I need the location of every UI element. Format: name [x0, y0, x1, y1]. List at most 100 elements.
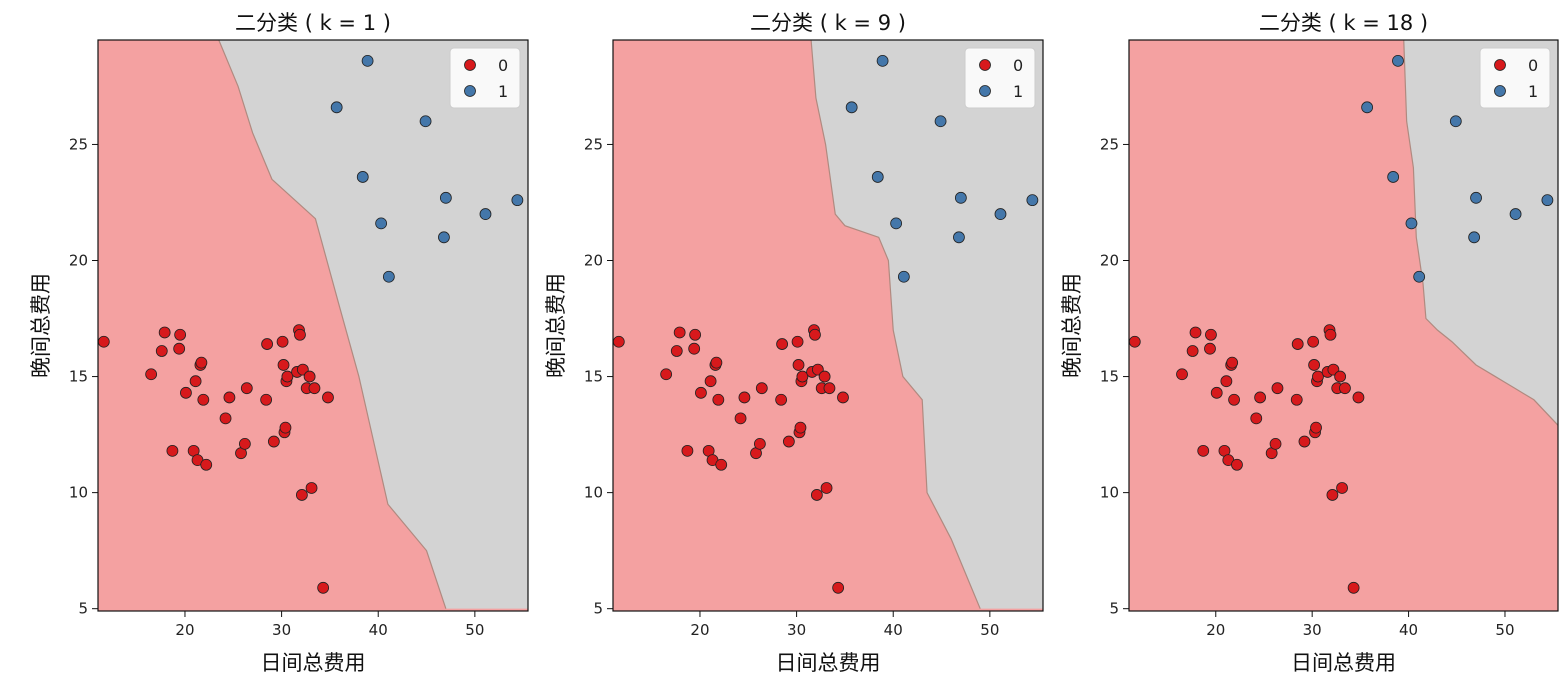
y-tick-label: 25 — [69, 135, 88, 153]
y-axis-label: 晚间总费用 — [544, 273, 568, 378]
y-tick-label: 20 — [584, 252, 603, 270]
scatter-point-class-0 — [792, 359, 805, 371]
scatter-point-class-0 — [97, 335, 110, 348]
scatter-point-class-0 — [782, 435, 795, 448]
x-axis-label: 日间总费用 — [261, 651, 366, 675]
scatter-point-class-1 — [1468, 231, 1481, 244]
scatter-point-class-0 — [689, 328, 702, 341]
scatter-point-class-0 — [1254, 391, 1267, 404]
scatter-point-class-0 — [174, 328, 187, 341]
x-tick-label: 20 — [175, 621, 194, 639]
scatter-point-class-0 — [1204, 342, 1216, 355]
scatter-point-class-0 — [1324, 328, 1337, 341]
legend-marker-class-0 — [979, 59, 991, 71]
scatter-point-class-0 — [267, 435, 280, 448]
scatter-point-class-0 — [704, 375, 717, 388]
x-tick-label: 40 — [369, 621, 388, 639]
scatter-point-class-1 — [361, 54, 374, 67]
scatter-point-class-0 — [673, 326, 686, 339]
scatter-point-class-0 — [1326, 489, 1339, 501]
scatter-point-class-0 — [158, 326, 171, 339]
scatter-point-class-0 — [303, 370, 316, 383]
x-axis-label: 日间总费用 — [1291, 651, 1396, 675]
y-axis-label: 晚间总费用 — [1060, 273, 1084, 378]
x-tick-label: 20 — [1206, 621, 1225, 639]
scatter-point-class-0 — [166, 444, 179, 457]
scatter-point-class-1 — [1509, 208, 1522, 220]
legend-marker-class-0 — [1494, 59, 1506, 71]
legend-box — [964, 47, 1036, 109]
scatter-point-class-0 — [317, 581, 330, 594]
scatter-point-class-0 — [322, 391, 334, 404]
scatter-point-class-1 — [1387, 171, 1400, 183]
scatter-point-class-1 — [438, 231, 450, 244]
scatter-point-class-0 — [755, 382, 768, 395]
scatter-point-class-1 — [1405, 217, 1418, 230]
scatter-point-class-0 — [260, 393, 273, 406]
scatter-point-class-0 — [1347, 581, 1360, 594]
scatter-point-class-0 — [776, 338, 789, 350]
legend-label-class-1: 1 — [1528, 82, 1538, 101]
scatter-point-class-0 — [155, 345, 168, 357]
x-tick-label: 50 — [465, 621, 484, 639]
scatter-point-class-1 — [375, 217, 388, 230]
x-tick-label: 50 — [1495, 621, 1514, 639]
scatter-point-class-0 — [1290, 393, 1303, 406]
scatter-point-class-0 — [810, 489, 823, 501]
chart-title: 二分类 ( k = 18 ) — [1259, 11, 1428, 35]
scatter-point-class-0 — [832, 581, 845, 594]
y-tick-label: 20 — [1100, 252, 1119, 270]
scatter-point-class-0 — [308, 382, 321, 395]
x-tick-label: 40 — [884, 621, 903, 639]
scatter-point-class-0 — [1339, 382, 1351, 395]
scatter-point-class-1 — [330, 101, 343, 114]
scatter-point-class-0 — [1210, 386, 1223, 399]
scatter-point-class-0 — [1189, 326, 1202, 339]
scatter-point-class-1 — [871, 171, 884, 183]
scatter-point-class-1 — [994, 208, 1007, 220]
y-tick-label: 15 — [1100, 368, 1119, 386]
scatter-point-class-0 — [818, 370, 831, 383]
scatter-point-class-0 — [197, 393, 210, 406]
legend-box — [1479, 47, 1551, 109]
scatter-point-class-0 — [1307, 335, 1320, 348]
y-tick-label: 20 — [69, 252, 88, 270]
decision-boundary — [218, 40, 447, 609]
scatter-point-class-0 — [660, 368, 673, 381]
scatter-point-class-0 — [261, 338, 274, 350]
legend-label-class-0: 0 — [1528, 56, 1538, 75]
y-tick-label: 10 — [584, 484, 603, 502]
scatter-point-class-0 — [715, 458, 728, 471]
scatter-point-class-1 — [479, 208, 492, 220]
scatter-point-class-0 — [1231, 458, 1243, 471]
scatter-point-class-0 — [738, 391, 751, 404]
x-tick-label: 40 — [1399, 621, 1418, 639]
scatter-point-class-0 — [240, 382, 253, 395]
chart-title: 二分类 ( k = 9 ) — [750, 11, 906, 35]
scatter-point-class-0 — [1186, 345, 1199, 357]
scatter-point-class-0 — [305, 482, 318, 494]
scatter-point-class-1 — [1361, 101, 1374, 114]
legend-label-class-1: 1 — [498, 82, 508, 101]
legend-marker-class-1 — [1494, 85, 1506, 97]
scatter-point-class-0 — [189, 375, 202, 388]
y-tick-label: 15 — [69, 368, 88, 386]
scatter-point-class-0 — [794, 421, 807, 434]
scatter-point-class-0 — [734, 412, 747, 425]
scatter-point-class-0 — [1128, 335, 1141, 348]
legend-label-class-0: 0 — [1013, 56, 1023, 75]
scatter-point-class-1 — [953, 231, 965, 244]
scatter-point-class-0 — [223, 391, 236, 404]
scatter-point-class-1 — [876, 54, 889, 67]
scatter-point-class-0 — [823, 382, 836, 395]
scatter-point-class-0 — [1269, 437, 1282, 450]
scatter-point-class-1 — [1470, 191, 1482, 204]
scatter-point-class-0 — [1298, 435, 1311, 448]
scatter-point-class-0 — [1220, 375, 1233, 388]
decision-boundary — [810, 40, 981, 609]
scatter-point-class-0 — [173, 342, 186, 355]
legend: 01 — [964, 47, 1036, 109]
x-tick-label: 50 — [980, 621, 999, 639]
